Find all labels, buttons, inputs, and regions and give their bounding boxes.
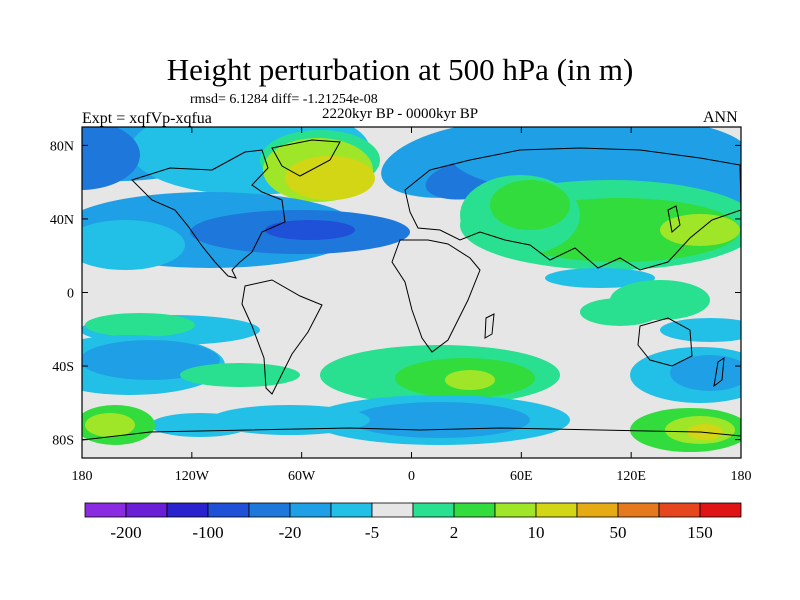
field-region-30 — [445, 370, 495, 390]
field-region-18 — [490, 180, 570, 230]
lat-tick-label: 40N — [50, 213, 74, 228]
field-region-34 — [350, 402, 530, 438]
lat-tick-label: 0 — [67, 287, 74, 302]
field-region-13 — [82, 220, 185, 270]
colorbar-swatch — [207, 502, 250, 518]
colorbar-swatch — [289, 502, 332, 518]
field-region-21 — [580, 298, 660, 326]
field-region-35 — [210, 405, 370, 435]
axis-ticks: 80N 40N 0 40S 80S 180 120W 60W 0 60E 120E 180 — [50, 127, 752, 484]
coastline-7 — [484, 313, 495, 339]
colorbar-label: -20 — [279, 523, 302, 542]
coastline-6 — [82, 427, 741, 458]
field-region-2 — [82, 127, 140, 190]
lon-tick-label: 180 — [731, 469, 752, 484]
colorbar-swatch — [453, 502, 496, 518]
coastline-2 — [241, 279, 323, 395]
colorbar-label: -200 — [110, 523, 141, 542]
season-label: ANN — [703, 109, 738, 126]
field-region-12 — [265, 220, 355, 240]
coastlines — [82, 139, 741, 458]
colorbar-swatch — [535, 502, 578, 518]
colorbar-swatch — [84, 502, 127, 518]
colorbar-swatch — [699, 502, 742, 518]
lon-tick-label: 60W — [288, 469, 316, 484]
field-region-5 — [285, 156, 375, 200]
lon-tick-label: 120W — [175, 469, 210, 484]
coastline-5 — [637, 317, 693, 367]
colorbar-swatch — [248, 502, 291, 518]
lat-tick-label: 80S — [52, 434, 74, 449]
coastline-0 — [131, 149, 286, 279]
colorbar-swatch — [412, 502, 455, 518]
colorbar-label: 150 — [687, 523, 713, 542]
coastline-3 — [404, 147, 741, 271]
coastline-8 — [667, 205, 681, 233]
lon-tick-label: 60E — [510, 469, 533, 484]
experiment-label: Expt = xqfVp-xqfua — [82, 110, 212, 127]
period-label: 2220kyr BP - 0000kyr BP — [322, 106, 479, 122]
coastline-1 — [271, 139, 341, 177]
colorbar-swatch — [330, 502, 373, 518]
height-field — [82, 127, 741, 458]
coastline-9 — [713, 357, 725, 388]
field-region-38 — [85, 413, 135, 437]
colorbar: -200 -100 -20 -5 2 10 50 150 — [84, 502, 742, 542]
lat-tick-label: 40S — [52, 360, 74, 375]
field-region-24 — [85, 313, 195, 337]
colorbar-label: -100 — [192, 523, 223, 542]
field-region-19 — [545, 268, 655, 288]
colorbar-swatch — [371, 502, 414, 518]
statistics-line: rmsd= 6.1284 diff= -1.21254e-08 — [190, 92, 378, 107]
lon-tick-label: 180 — [72, 469, 93, 484]
colorbar-swatch — [166, 502, 209, 518]
colorbar-swatch — [125, 502, 168, 518]
colorbar-label: 50 — [610, 523, 627, 542]
colorbar-swatch — [576, 502, 619, 518]
colorbar-label: 2 — [450, 523, 459, 542]
lon-tick-label: 120E — [616, 469, 646, 484]
field-region-27 — [180, 363, 300, 387]
colorbar-swatch — [658, 502, 701, 518]
field-region-36 — [150, 413, 250, 437]
colorbar-swatch — [617, 502, 660, 518]
field-region-23 — [660, 318, 741, 342]
colorbar-label: 10 — [528, 523, 545, 542]
colorbar-label: -5 — [365, 523, 379, 542]
lat-tick-label: 80N — [50, 139, 74, 154]
colorbar-swatch — [494, 502, 537, 518]
map-title: Height perturbation at 500 hPa (in m) — [166, 52, 634, 87]
lon-tick-label: 0 — [408, 469, 415, 484]
field-region-32 — [670, 355, 741, 391]
coastline-4 — [391, 239, 481, 353]
